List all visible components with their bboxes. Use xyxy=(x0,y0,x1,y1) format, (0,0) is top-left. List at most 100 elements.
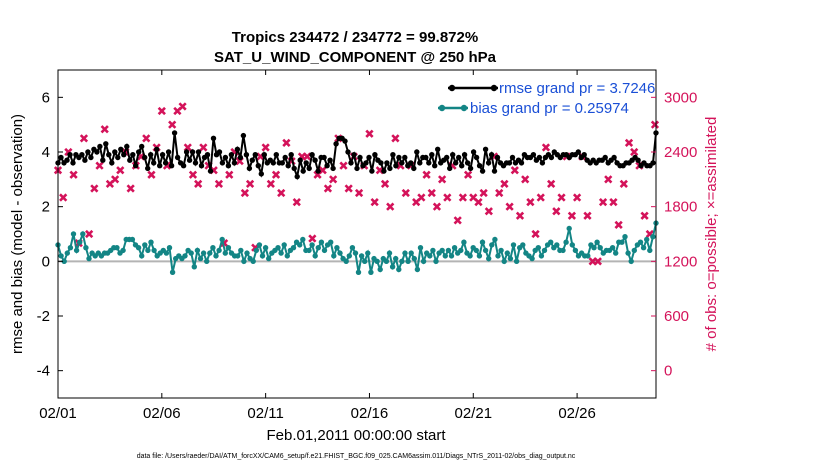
bias-point xyxy=(619,239,625,245)
bias-point xyxy=(644,236,650,243)
rmse-point xyxy=(444,154,450,161)
rmse-point xyxy=(494,154,501,161)
left-axis-ticks: -4 -2 0 2 4 6 xyxy=(37,89,63,380)
bias-point xyxy=(250,258,256,264)
bias-point xyxy=(520,242,526,248)
bias-point xyxy=(368,269,374,275)
bias-point xyxy=(467,253,473,259)
rmse-point xyxy=(485,160,492,166)
rmse-point xyxy=(186,157,193,163)
rmse-point xyxy=(366,154,372,161)
rmse-point xyxy=(219,160,226,166)
rmse-point xyxy=(255,163,261,169)
bias-point xyxy=(609,245,616,251)
bias-point xyxy=(433,258,439,264)
x-tick-label: 02/01 xyxy=(39,405,77,422)
x-tick-label: 02/26 xyxy=(558,405,596,422)
bias-point xyxy=(355,269,362,275)
bias-point xyxy=(297,242,303,248)
obs-marker xyxy=(557,193,566,202)
rmse-point xyxy=(82,157,88,163)
bias-point xyxy=(430,247,436,254)
obs-marker xyxy=(624,138,634,148)
rmse-point xyxy=(509,154,516,161)
bias-point xyxy=(594,239,600,245)
bias-point xyxy=(349,245,356,251)
x-tick-label: 02/21 xyxy=(455,405,493,422)
rmse-point xyxy=(450,152,456,158)
bias-point xyxy=(352,250,359,256)
rmse-point xyxy=(58,154,64,161)
bias-point xyxy=(566,225,572,232)
obs-marker xyxy=(453,216,462,225)
rmse-point xyxy=(97,143,103,150)
bias-point xyxy=(535,245,541,251)
bias-point xyxy=(61,258,67,264)
obs-marker xyxy=(536,193,545,202)
right-tick-label: 0 xyxy=(664,363,672,380)
bias-point xyxy=(458,247,464,254)
bias-point xyxy=(631,247,637,254)
left-axis-label: rmse and bias (model - observation) xyxy=(9,114,26,354)
bias-point xyxy=(151,247,157,254)
rmse-point xyxy=(381,168,387,174)
obs-marker xyxy=(458,193,468,202)
obs-marker xyxy=(500,179,509,189)
obs-marker xyxy=(391,134,400,143)
rmse-point xyxy=(333,141,339,147)
left-tick-label: 4 xyxy=(42,144,50,161)
rmse-point xyxy=(174,154,181,161)
rmse-point xyxy=(426,160,432,166)
obs-marker xyxy=(474,197,483,207)
rmse-point xyxy=(402,154,408,161)
obs-marker xyxy=(69,170,78,179)
bias-point xyxy=(182,253,188,259)
rmse-point xyxy=(297,157,303,163)
bias-point xyxy=(259,253,266,259)
x-axis-label: Feb.01,2011 00:00:00 start xyxy=(266,427,446,444)
rmse-point xyxy=(288,152,294,158)
obs-marker xyxy=(484,207,493,216)
bias-point xyxy=(637,239,644,245)
bias-point xyxy=(597,245,603,251)
bias-point xyxy=(377,266,383,273)
bias-point xyxy=(235,253,241,259)
bias-point xyxy=(473,247,479,254)
rmse-point xyxy=(482,146,489,152)
bias-point xyxy=(563,239,569,245)
rmse-point xyxy=(118,146,124,152)
bias-point xyxy=(541,247,548,254)
rmse-point xyxy=(536,154,543,161)
bias-point xyxy=(318,239,325,245)
obs-marker xyxy=(401,188,410,198)
bias-point xyxy=(501,258,507,264)
bias-point xyxy=(591,245,597,251)
obs-marker xyxy=(567,211,577,220)
bias-point xyxy=(613,250,619,256)
rmse-point xyxy=(491,168,498,174)
rmse-point xyxy=(139,143,145,150)
obs-marker xyxy=(59,193,68,202)
rmse-point xyxy=(204,152,211,158)
bias-point xyxy=(492,236,498,243)
obs-marker xyxy=(495,188,504,198)
obs-marker xyxy=(85,229,94,239)
bias-point xyxy=(486,255,492,262)
rmse-point xyxy=(581,152,587,158)
rmse-point xyxy=(171,130,178,136)
bias-point xyxy=(650,234,656,240)
obs-marker xyxy=(308,234,317,243)
bias-point xyxy=(628,258,634,264)
obs-marker xyxy=(422,170,431,179)
rmse-point xyxy=(575,149,581,155)
rmse-point xyxy=(369,168,375,174)
obs-marker xyxy=(157,106,166,116)
bias-point xyxy=(309,242,315,248)
rmse-point xyxy=(488,152,495,158)
bias-point xyxy=(365,250,371,256)
right-tick-label: 1800 xyxy=(664,199,697,216)
rmse-point xyxy=(70,160,76,166)
bias-point xyxy=(219,236,225,243)
rmse-point xyxy=(518,160,525,166)
right-axis-ticks: 0 600 1200 1800 2400 3000 xyxy=(651,89,697,380)
